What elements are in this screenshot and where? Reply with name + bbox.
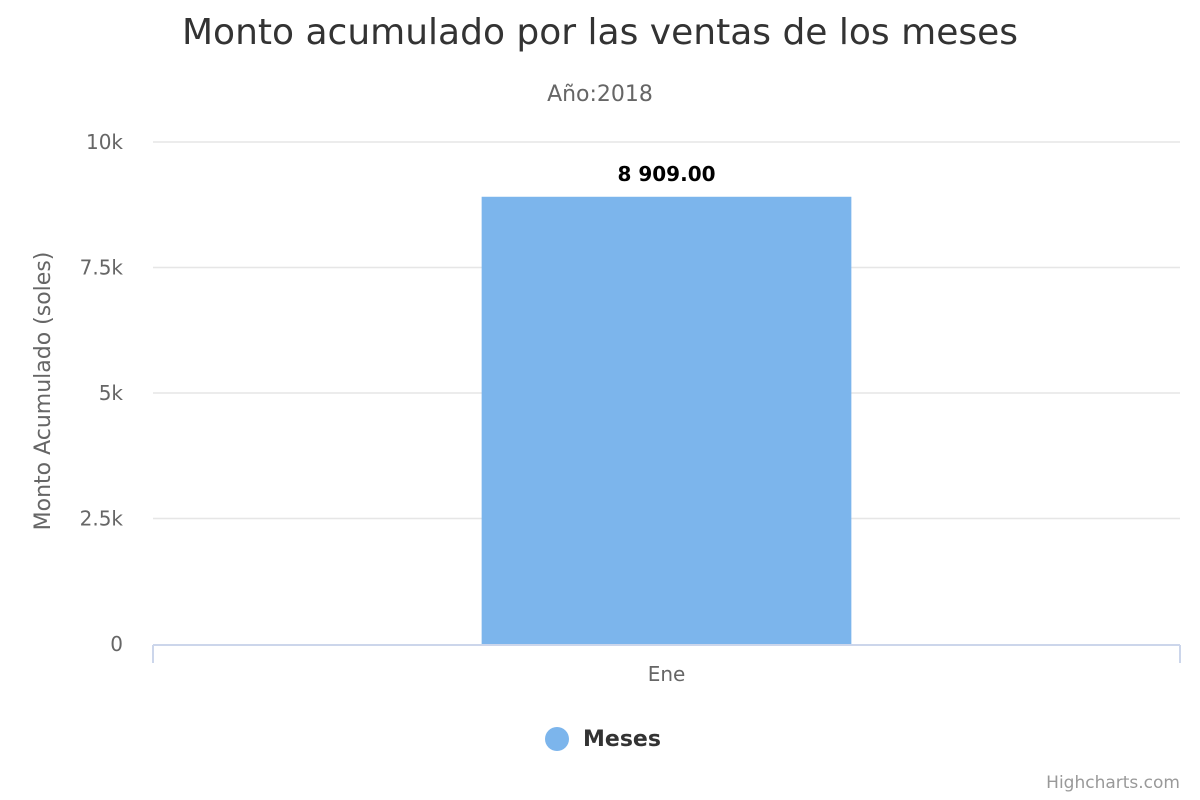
y-tick-label: 5k (99, 381, 124, 405)
legend-item-meses[interactable]: Meses (545, 724, 661, 754)
legend-label: Meses (583, 726, 661, 752)
y-axis-title: Monto Acumulado (soles) (31, 252, 56, 531)
data-label: 8 909.00 (617, 162, 715, 186)
y-tick-label: 10k (86, 130, 123, 154)
y-tick-label: 7.5k (80, 256, 124, 280)
bar (481, 196, 852, 645)
y-tick-label: 2.5k (80, 507, 124, 531)
labels: 0 2.5k 5k 7.5k 10k Monto Acumulado (soles) 8 9… (31, 130, 716, 686)
chart-title: Monto acumulado por las ventas de los me… (182, 12, 1018, 53)
legend-swatch (545, 727, 569, 751)
y-tick-label: 0 (110, 632, 123, 656)
axes (152, 644, 1181, 663)
x-tick-label: Ene (648, 662, 686, 686)
chart-subtitle: Año:2018 (547, 82, 653, 107)
credits-link[interactable]: Highcharts.com (1046, 773, 1180, 793)
bars (481, 196, 852, 645)
